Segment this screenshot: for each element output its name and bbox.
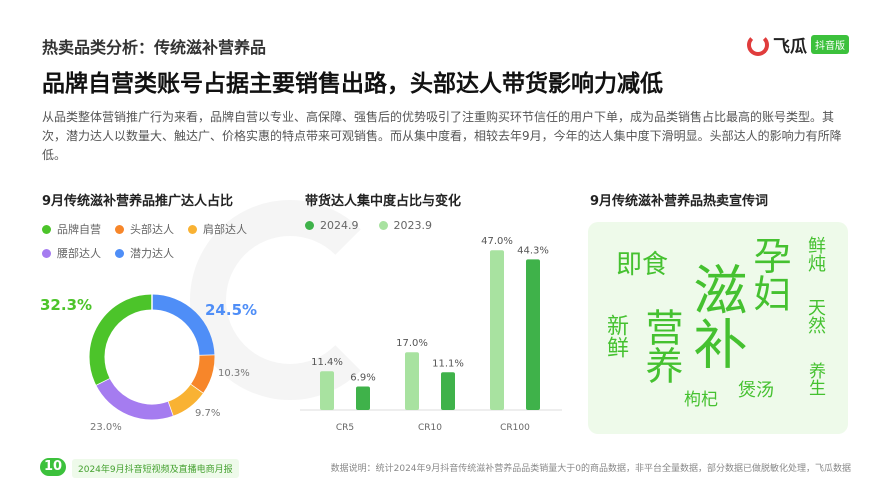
legend-item: 2023.9: [378, 219, 433, 232]
bar-label: 47.0%: [481, 236, 513, 247]
legend-dot-icon: [378, 221, 388, 230]
bar-legend: 2024.9 2023.9: [305, 219, 432, 232]
legend-label: 肩部达人: [203, 223, 247, 236]
slice-label: 10.3%: [218, 368, 250, 379]
word: 新鲜: [603, 314, 628, 358]
legend-item: 2024.9: [305, 219, 359, 232]
legend-dot-icon: [42, 248, 51, 258]
legend-label: 腰部达人: [57, 247, 101, 260]
legend-label: 品牌自营: [57, 223, 101, 236]
logo-name: 飞瓜: [773, 37, 807, 57]
intro-paragraph: 从品类整体营销推广行为来看，品牌自营以专业、高保障、强售后的优势吸引了注重购买环…: [42, 110, 842, 162]
word: 孕妇: [747, 236, 791, 312]
slice-label: 9.7%: [195, 408, 220, 419]
bar: [405, 352, 419, 410]
donut-slice: [151, 294, 215, 356]
bar-title: 带货达人集中度占比与变化: [305, 194, 462, 209]
bar: [320, 371, 334, 410]
x-tick-label: CR100: [500, 423, 530, 433]
slice-label: 23.0%: [90, 422, 122, 433]
word: 营养: [639, 308, 683, 384]
donut-title: 9月传统滋补营养品推广达人占比: [42, 194, 234, 209]
bar-label: 17.0%: [396, 338, 428, 349]
data-note: 数据说明：统计2024年9月抖音传统滋补营养品品类销量大于0的商品数据，非平台全…: [330, 464, 851, 474]
legend-label: 2024.9: [320, 219, 359, 232]
bar: [356, 386, 370, 410]
word: 天然: [805, 298, 826, 334]
word: 即食: [616, 250, 669, 280]
word: 煲汤: [738, 380, 774, 401]
word-cloud: 滋补 孕妇 营养 即食 鲜炖 天然 新鲜 枸杞 煲汤 养生: [588, 222, 848, 434]
legend-dot-icon: [115, 248, 124, 258]
legend-item: 腰部达人: [42, 245, 115, 261]
word: 枸杞: [684, 390, 718, 410]
page-number: 10: [40, 458, 66, 476]
donut-slice: [89, 294, 153, 385]
slice-separator: [95, 377, 110, 386]
legend-item: 潜力达人: [115, 245, 188, 261]
bar-label: 44.3%: [517, 245, 549, 256]
wordcloud-title: 9月传统滋补营养品热卖宣传词: [590, 194, 769, 209]
legend-label: 2023.9: [393, 219, 433, 232]
legend-item: 品牌自营: [42, 221, 115, 237]
word: 滋补: [684, 262, 747, 370]
legend-dot-icon: [305, 221, 314, 230]
bar: [526, 259, 540, 410]
bar-label: 11.4%: [311, 357, 343, 368]
legend-item: 头部达人: [115, 221, 188, 237]
word: 养生: [805, 362, 825, 396]
legend-label: 潜力达人: [130, 247, 174, 260]
report-title: 2024年9月抖音短视频及直播电商月报: [72, 459, 239, 478]
bar-chart: 11.4% 6.9% CR5 17.0% 11.1% CR10 47.0% 44.3% CR10…: [300, 236, 562, 433]
logo-badge: 抖音版: [811, 35, 849, 54]
bar-label: 11.1%: [432, 358, 464, 369]
donut-legend: 品牌自营 头部达人 肩部达人腰部达人 潜力达人: [42, 221, 262, 261]
x-tick-label: CR10: [418, 423, 442, 433]
legend-dot-icon: [188, 224, 197, 234]
donut-slice: [96, 377, 173, 420]
brand-logo: 飞瓜 抖音版: [747, 32, 849, 57]
x-tick-label: CR5: [336, 423, 354, 433]
slice-label: 24.5%: [205, 301, 257, 319]
donut-slice: [167, 384, 203, 416]
slice-separator: [190, 383, 204, 394]
word: 鲜炖: [805, 236, 826, 272]
donut-chart: 24.5% 10.3% 9.7% 23.0% 32.3%: [40, 294, 257, 433]
donut-slice: [190, 355, 215, 394]
bar-label: 6.9%: [350, 373, 375, 384]
legend-item: 肩部达人: [188, 221, 261, 237]
legend-dot-icon: [42, 224, 51, 234]
bar: [441, 372, 455, 410]
page-title: 品牌自营类账号占据主要销售出路，头部达人带货影响力减低: [42, 71, 663, 97]
legend-label: 头部达人: [130, 223, 174, 236]
logo-icon: [747, 33, 769, 56]
bar: [490, 250, 504, 410]
legend-dot-icon: [115, 224, 124, 234]
slice-label: 32.3%: [40, 296, 92, 314]
section-kicker: 热卖品类分析：传统滋补营养品: [42, 38, 267, 57]
